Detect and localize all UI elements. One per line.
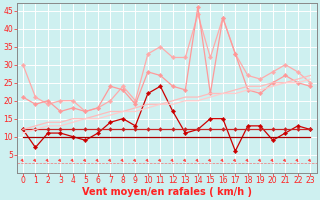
X-axis label: Vent moyen/en rafales ( km/h ): Vent moyen/en rafales ( km/h ) (82, 187, 252, 197)
